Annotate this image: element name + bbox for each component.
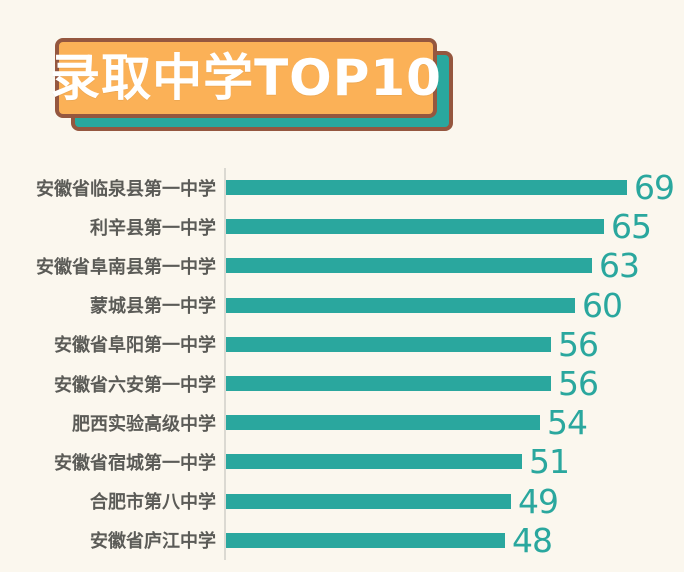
bar-zone: 65 [226, 207, 652, 247]
value-label: 49 [518, 481, 559, 521]
chart-row: 安徽省临泉县第一中学 69 [0, 168, 684, 207]
bar [226, 219, 604, 235]
chart-rows: 安徽省临泉县第一中学 69 利辛县第一中学 65 安徽省阜南县第一中学 63 蒙… [0, 168, 684, 560]
bar-zone: 51 [226, 442, 570, 482]
bar-zone: 56 [226, 324, 599, 364]
category-label: 蒙城县第一中学 [90, 296, 216, 318]
chart-row: 安徽省宿城第一中学 51 [0, 442, 684, 481]
page-title: 录取中学TOP10 [50, 49, 442, 107]
value-label: 48 [512, 520, 553, 560]
y-axis-line [224, 168, 226, 560]
category-label: 肥西实验高级中学 [72, 413, 216, 435]
value-label: 65 [611, 207, 652, 247]
chart-row: 利辛县第一中学 65 [0, 207, 684, 246]
value-label: 56 [558, 324, 599, 364]
chart-row: 安徽省阜南县第一中学 63 [0, 246, 684, 285]
value-label: 54 [547, 403, 588, 443]
bar [226, 532, 505, 548]
bar-zone: 69 [226, 168, 675, 208]
chart-row: 安徽省阜阳第一中学 56 [0, 325, 684, 364]
bar-zone: 54 [226, 403, 588, 443]
chart-row: 安徽省庐江中学 48 [0, 521, 684, 560]
bar-zone: 60 [226, 285, 623, 325]
value-label: 63 [599, 246, 640, 286]
title-banner-group: 录取中学TOP10 [50, 38, 453, 131]
category-label: 安徽省阜阳第一中学 [54, 335, 216, 357]
bar [226, 493, 511, 509]
category-label: 安徽省阜南县第一中学 [36, 256, 216, 278]
title-banner: 录取中学TOP10 [50, 38, 441, 118]
value-label: 56 [558, 364, 599, 404]
chart-row: 蒙城县第一中学 60 [0, 286, 684, 325]
bar [226, 415, 540, 431]
chart-row: 合肥市第八中学 49 [0, 482, 684, 521]
bar-zone: 63 [226, 246, 640, 286]
value-label: 60 [582, 285, 623, 325]
chart-row: 安徽省六安第一中学 56 [0, 364, 684, 403]
category-label: 安徽省庐江中学 [90, 531, 216, 553]
bar [226, 180, 627, 196]
bar [226, 454, 522, 470]
category-label: 安徽省宿城第一中学 [54, 452, 216, 474]
bar [226, 297, 575, 313]
category-label: 合肥市第八中学 [90, 492, 216, 514]
bar [226, 258, 592, 274]
bar [226, 376, 551, 392]
chart-row: 肥西实验高级中学 54 [0, 403, 684, 442]
bar-zone: 56 [226, 364, 599, 404]
bar-zone: 49 [226, 481, 559, 521]
bar [226, 336, 551, 352]
value-label: 51 [529, 442, 570, 482]
category-label: 安徽省临泉县第一中学 [36, 178, 216, 200]
value-label: 69 [634, 168, 675, 208]
bar-zone: 48 [226, 520, 553, 560]
category-label: 安徽省六安第一中学 [54, 374, 216, 396]
category-label: 利辛县第一中学 [90, 217, 216, 239]
